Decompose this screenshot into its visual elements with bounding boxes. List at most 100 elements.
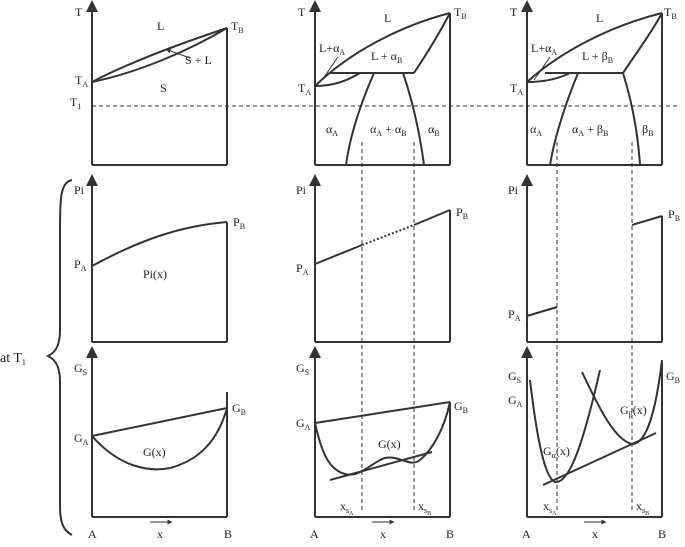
s-region-label: S — [160, 81, 167, 95]
row2-panel1: Pi PA PB Pi(x) — [74, 174, 245, 343]
t-axis-label: T — [298, 5, 306, 19]
pi-axis-label: Pi — [74, 183, 85, 197]
b-label: B — [446, 527, 454, 541]
s-plus-l-label: S + L — [185, 53, 212, 67]
ta-label: TA — [510, 81, 523, 97]
gb-label: GB — [232, 401, 246, 417]
beta-b-label: βB — [642, 122, 653, 138]
solvus-left — [549, 72, 579, 166]
pa-label: PA — [296, 261, 309, 277]
alpha-a-plus-beta-b-label: αA + βB — [572, 122, 608, 138]
pa-label: PA — [74, 257, 87, 273]
ta-label: TA — [75, 73, 88, 89]
row3-panel2: GS GA GB G(x) xsA xsB A x B — [296, 346, 468, 541]
pi-axis-label: Pi — [508, 183, 519, 197]
tb-label: TB — [231, 19, 244, 35]
solidus-right — [413, 12, 451, 74]
a-label: A — [88, 527, 97, 541]
b-label: B — [224, 527, 232, 541]
a-label: A — [522, 527, 531, 541]
gs-label: GS — [296, 361, 309, 377]
row3-panel3: GS GA GB Gα(x) Gβ(x) xsA xsB A x B — [508, 346, 680, 541]
solidus-curve — [91, 27, 228, 83]
pix-label: Pi(x) — [143, 267, 167, 281]
l-region-label: L — [596, 11, 603, 25]
row1-panel3: T TA TB L L+αA L + βB αA αA + βB βB — [510, 0, 677, 166]
t-axis-label: T — [75, 5, 83, 19]
xsa-label: xsA — [543, 499, 557, 517]
gb-label: GB — [666, 369, 680, 385]
tb-label: TB — [454, 5, 467, 21]
tb-label: TB — [664, 5, 677, 21]
gx-label: G(x) — [378, 437, 401, 451]
solidus-left — [314, 72, 361, 87]
b-label: B — [658, 527, 666, 541]
pa-label: PA — [508, 307, 521, 323]
solvus-right — [622, 72, 641, 166]
g-alpha-label: Gα(x) — [543, 444, 570, 460]
xsb-label: xsB — [636, 499, 649, 517]
common-tangent — [329, 451, 433, 481]
t1-label: T1 — [70, 95, 81, 111]
gb-label: GB — [454, 399, 468, 415]
common-tangent — [542, 432, 657, 486]
ga-label: GA — [508, 393, 523, 409]
row2-panel2: Pi PA PB — [296, 174, 468, 343]
at-t1-label: at T1 — [0, 351, 26, 367]
l-beta-b-label: L + βB — [582, 49, 613, 65]
l-alpha-a-label: L+αA — [319, 41, 345, 57]
g-beta-curve — [581, 359, 663, 446]
pi-line-dotted — [361, 224, 415, 246]
l-alpha-b-label: L + αB — [371, 49, 402, 65]
solidus-right — [622, 12, 663, 74]
l-alpha-a-pointer — [321, 56, 339, 81]
alpha-a-label: αA — [326, 122, 338, 138]
gs-label: GS — [508, 369, 521, 385]
pb-label: PB — [233, 215, 245, 231]
alpha-a-label: αA — [530, 122, 542, 138]
l-alpha-a-label: L+αA — [531, 41, 557, 57]
pi-axis-label: Pi — [296, 183, 307, 197]
g-curve — [314, 401, 451, 476]
solvus-right — [402, 72, 425, 166]
xsb-label: xsB — [418, 499, 431, 517]
pi-line-right — [413, 209, 451, 226]
x-label: x — [592, 527, 598, 541]
l-region-label: L — [384, 11, 391, 25]
liquidus-curve — [314, 12, 451, 87]
ta-label: TA — [298, 81, 311, 97]
x-label: x — [380, 527, 386, 541]
mixing-line — [314, 401, 451, 424]
xsa-label: xsA — [340, 499, 354, 517]
brace — [45, 179, 73, 536]
s-l-pointer — [165, 48, 191, 59]
alpha-a-plus-alpha-b-label: αA + αB — [370, 122, 406, 138]
pi-line-left — [314, 244, 363, 265]
t-axis-label: T — [510, 5, 518, 19]
x-label: x — [157, 527, 163, 541]
row3-panel1: GS GA GB G(x) A x B — [74, 346, 246, 541]
a-label: A — [310, 527, 319, 541]
l-region-label: L — [157, 19, 164, 33]
alpha-b-label: αB — [428, 122, 440, 138]
g-alpha-curve — [529, 369, 601, 483]
pi-segment-alpha — [526, 306, 558, 317]
mixing-line — [91, 407, 228, 437]
solidus-left — [526, 72, 571, 83]
pb-label: PB — [456, 205, 468, 221]
row1-panel1: T TA TB T1 L S + L S — [70, 0, 244, 166]
solvus-left — [345, 72, 375, 166]
pb-label: PB — [668, 207, 680, 223]
row1-panel2: T TA TB L L+αA L + αB αA αA + αB αB — [298, 0, 467, 166]
pi-curve — [91, 221, 228, 267]
pi-segment-beta — [631, 215, 663, 226]
row2-panel3: Pi PA PB — [508, 174, 680, 343]
l-alpha-a-pointer — [533, 56, 551, 81]
ga-label: GA — [296, 416, 311, 432]
liquidus-curve — [91, 27, 228, 83]
g-beta-label: Gβ(x) — [620, 403, 647, 419]
ga-label: GA — [74, 431, 89, 447]
gx-label: G(x) — [143, 445, 166, 459]
